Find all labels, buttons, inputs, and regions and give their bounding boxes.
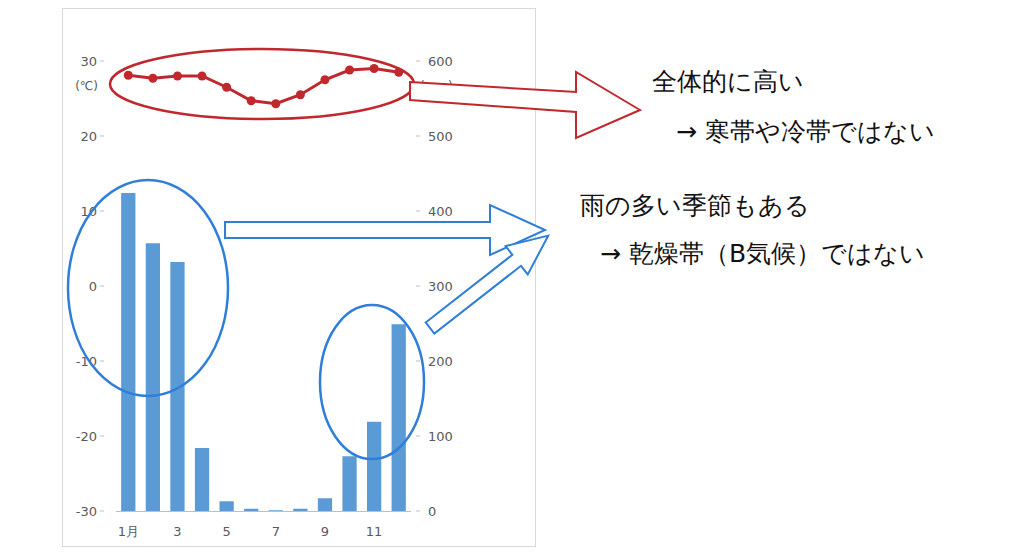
y-tick-label: 20 bbox=[80, 129, 97, 144]
y2-tick-label: 500 bbox=[428, 129, 453, 144]
x-tick-label: 1月 bbox=[118, 524, 139, 539]
highlight-ellipse bbox=[68, 180, 228, 396]
x-tick-label: 5 bbox=[222, 524, 230, 539]
highlight-ellipse bbox=[320, 305, 424, 459]
temp-line bbox=[128, 69, 398, 104]
y2-tick-label: 600 bbox=[428, 54, 453, 69]
x-axis-line bbox=[116, 511, 411, 512]
y-tick-label: -20 bbox=[76, 429, 97, 444]
y2-tick bbox=[416, 361, 420, 362]
y-tick bbox=[100, 211, 104, 212]
x-tick-label: 3 bbox=[173, 524, 181, 539]
annotation-arrow-group bbox=[419, 221, 559, 342]
y2-tick bbox=[416, 211, 420, 212]
y-tick bbox=[100, 361, 104, 362]
y-tick-label: 0 bbox=[89, 279, 97, 294]
y2-tick-label: 200 bbox=[428, 354, 453, 369]
annotation-arrow bbox=[225, 205, 545, 255]
temp-marker bbox=[271, 99, 280, 108]
y2-tick-label: 400 bbox=[428, 204, 453, 219]
precip-bar bbox=[195, 448, 209, 511]
precip-bar bbox=[219, 501, 233, 511]
precip-bar bbox=[146, 243, 160, 511]
precip-bar bbox=[392, 324, 406, 511]
x-tick-label: 9 bbox=[321, 524, 329, 539]
y-tick bbox=[100, 436, 104, 437]
highlight-ellipse bbox=[110, 49, 414, 119]
y2-tick-label: 300 bbox=[428, 279, 453, 294]
y2-tick bbox=[416, 436, 420, 437]
y2-tick bbox=[416, 286, 420, 287]
annotation-text: 全体的に高い bbox=[652, 67, 804, 96]
plot-area bbox=[121, 64, 406, 511]
temp-marker bbox=[345, 66, 354, 75]
precip-bar bbox=[318, 498, 332, 511]
y-tick bbox=[100, 511, 104, 512]
annotation-text: → 寒帯や冷帯ではない bbox=[676, 117, 935, 146]
annotation-text: 雨の多い季節もある bbox=[580, 191, 810, 220]
temp-marker bbox=[370, 64, 379, 73]
precip-bar bbox=[293, 509, 307, 511]
precip-bar bbox=[121, 193, 135, 511]
temp-marker bbox=[198, 72, 207, 81]
temp-marker bbox=[124, 71, 133, 80]
y-tick-label: -30 bbox=[76, 504, 97, 519]
y2-tick bbox=[416, 136, 420, 137]
y2-tick-label: 100 bbox=[428, 429, 453, 444]
temp-marker bbox=[247, 96, 256, 105]
temp-marker bbox=[296, 90, 305, 99]
chart-root: -30-20-100102030(℃)0100200300400500600(m… bbox=[0, 0, 1024, 556]
annotation-arrow bbox=[419, 221, 559, 342]
precip-bar bbox=[244, 509, 258, 511]
y2-tick bbox=[416, 511, 420, 512]
y-tick bbox=[100, 136, 104, 137]
temp-marker bbox=[173, 72, 182, 81]
temp-marker bbox=[320, 75, 329, 84]
y2-tick bbox=[416, 61, 420, 62]
temp-marker bbox=[148, 74, 157, 83]
precip-bar bbox=[367, 422, 381, 511]
y-axis-label: (℃) bbox=[75, 79, 98, 93]
x-tick-label: 11 bbox=[366, 524, 383, 539]
precip-bar bbox=[342, 456, 356, 511]
annotation-arrow bbox=[410, 72, 640, 138]
precip-bar bbox=[269, 510, 283, 511]
y-tick bbox=[100, 61, 104, 62]
y-tick bbox=[100, 286, 104, 287]
x-tick-label: 7 bbox=[272, 524, 280, 539]
annotation-text: → 乾燥帯（B気候）ではない bbox=[600, 239, 925, 268]
y-tick-label: 30 bbox=[80, 54, 97, 69]
y2-tick-label: 0 bbox=[428, 504, 436, 519]
temp-marker bbox=[222, 83, 231, 92]
